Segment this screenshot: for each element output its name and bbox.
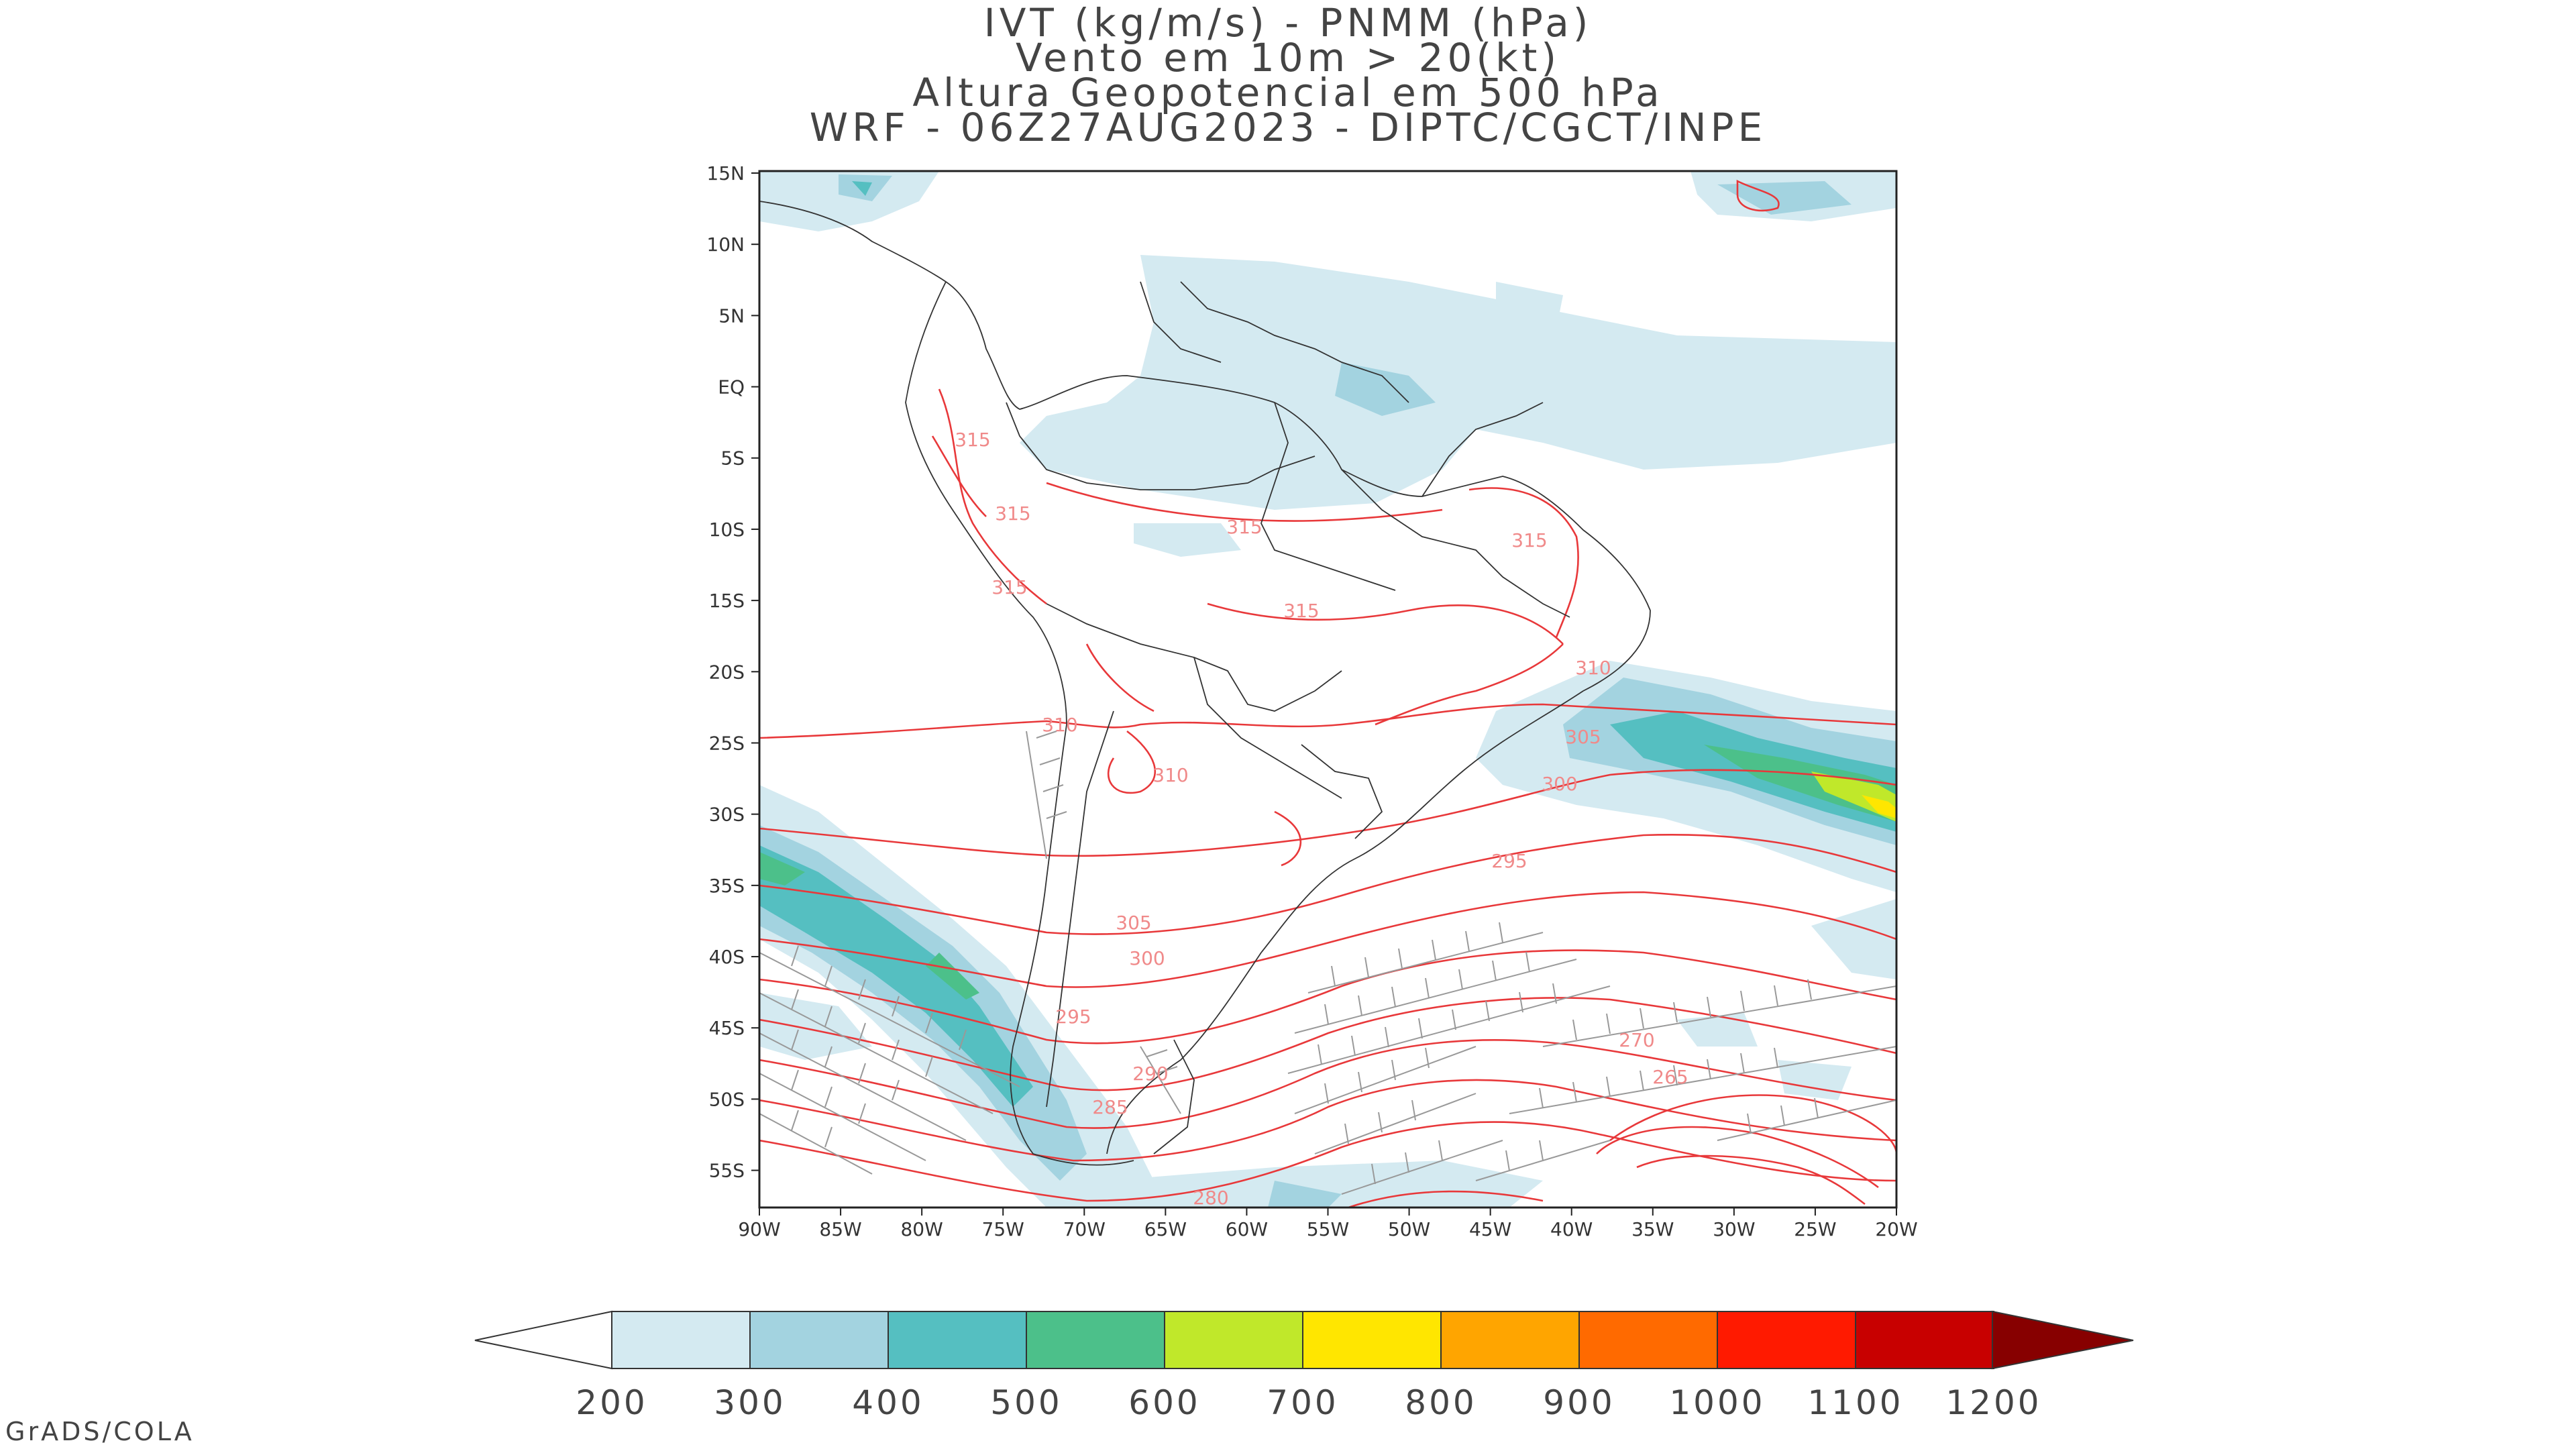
title-line-2: Vento em 10m > 20(kt)	[1015, 35, 1561, 80]
lon-tick-label: 75W	[982, 1218, 1024, 1240]
lat-tick-label: 55S	[709, 1160, 745, 1182]
colorbar-swatch	[1855, 1311, 1994, 1369]
lat-tick-label: 30S	[709, 804, 745, 826]
contour-label: 315	[995, 502, 1030, 525]
colorbar-swatch	[1026, 1311, 1165, 1369]
contour-labels: 315 315 315 315 315 315 310 310 310 305 …	[955, 429, 1688, 1209]
colorbar-swatch	[1578, 1311, 1718, 1369]
contour-label: 305	[1116, 912, 1151, 934]
lon-tick-label: 80W	[900, 1218, 943, 1240]
colorbar-label: 700	[1267, 1383, 1338, 1422]
lon-tick-label: 55W	[1307, 1218, 1349, 1240]
colorbar-swatch	[749, 1311, 889, 1369]
contour-label: 290	[1132, 1063, 1168, 1085]
contour-label: 315	[955, 429, 990, 451]
colorbar-label: 1100	[1807, 1383, 1903, 1422]
lon-tick-label: 50W	[1388, 1218, 1430, 1240]
lat-tick-label: 40S	[709, 946, 745, 968]
lat-tick-label: 10N	[706, 233, 745, 256]
colorbar-swatch	[611, 1311, 751, 1369]
lon-tick-label: 60W	[1226, 1218, 1268, 1240]
colorbar-label: 600	[1128, 1383, 1200, 1422]
lat-tick-label: 15S	[709, 590, 745, 612]
lat-tick-label: 10S	[709, 519, 745, 541]
lat-tick-label: 50S	[709, 1088, 745, 1110]
lon-tick-label: 65W	[1144, 1218, 1187, 1240]
contour-label: 300	[1129, 947, 1165, 969]
contour-label: 310	[1575, 657, 1611, 679]
lon-tick-label: 70W	[1063, 1218, 1106, 1240]
lon-tick-label: 90W	[738, 1218, 780, 1240]
contour-label: 315	[1226, 516, 1262, 538]
lat-tick-label: 15N	[706, 162, 745, 184]
title-line-1: IVT (kg/m/s) - PNMM (hPa)	[983, 0, 1593, 46]
latitude-axis: 15N 10N 5N EQ 5S 10S 15S 20S 25S 30S 35S 40S 45S 50S 5…	[706, 162, 759, 1182]
contour-label: 300	[1542, 773, 1577, 795]
lon-tick-label: 25W	[1794, 1218, 1836, 1240]
colorbar-under-triangle	[474, 1310, 612, 1370]
contour-label: 310	[1152, 764, 1188, 786]
colorbar-over-triangle	[1992, 1310, 2134, 1370]
colorbar-swatch	[888, 1311, 1027, 1369]
colorbar-swatch	[1302, 1311, 1442, 1369]
lat-tick-label: 20S	[709, 661, 745, 683]
map-plot-area: 315 315 315 315 315 315 310 310 310 305 …	[759, 171, 1896, 1209]
lat-tick-label: 35S	[709, 875, 745, 897]
colorbar-swatch	[1164, 1311, 1303, 1369]
colorbar-swatch	[1440, 1311, 1580, 1369]
colorbar-label: 800	[1405, 1383, 1477, 1422]
contour-label: 315	[991, 576, 1027, 598]
geopotential-contours	[759, 179, 1896, 1208]
lat-tick-label: 25S	[709, 732, 745, 754]
lon-tick-label: 20W	[1875, 1218, 1917, 1240]
lat-tick-label: 45S	[709, 1017, 745, 1039]
title-line-4: WRF - 06Z27AUG2023 - DIPTC/CGCT/INPE	[809, 105, 1767, 150]
lon-tick-label: 40W	[1550, 1218, 1593, 1240]
contour-label: 280	[1193, 1187, 1228, 1209]
footer-credit: GrADS/COLA	[5, 1417, 195, 1446]
lat-tick-label: 5N	[718, 305, 745, 327]
contour-label: 295	[1491, 850, 1527, 872]
colorbar-swatch	[1717, 1311, 1856, 1369]
contour-label: 305	[1565, 726, 1601, 748]
chart-title: IVT (kg/m/s) - PNMM (hPa) Vento em 10m >…	[0, 0, 2576, 150]
colorbar-label: 300	[714, 1383, 786, 1422]
lon-tick-label: 85W	[819, 1218, 861, 1240]
wind-barbs	[759, 731, 1896, 1195]
contour-label: 315	[1283, 600, 1319, 622]
lon-tick-label: 35W	[1631, 1218, 1674, 1240]
colorbar-label: 400	[852, 1383, 924, 1422]
contour-label: 315	[1511, 529, 1547, 551]
colorbar-label: 900	[1543, 1383, 1615, 1422]
lon-tick-label: 30W	[1713, 1218, 1755, 1240]
lon-tick-label: 45W	[1469, 1218, 1511, 1240]
colorbar-label: 500	[990, 1383, 1062, 1422]
colorbar-label: 1200	[1945, 1383, 2041, 1422]
lat-tick-label: EQ	[718, 376, 745, 398]
colorbar-label: 200	[576, 1383, 647, 1422]
longitude-axis: 90W 85W 80W 75W 70W 65W 60W 55W 50W 45W 40W 35W 30W 2…	[738, 1208, 1918, 1240]
colorbar: 200 300 400 500 600 700 800 900 1000 1100 1200	[474, 1310, 2134, 1422]
ivt-shading	[759, 171, 1896, 1208]
contour-label: 265	[1652, 1066, 1688, 1088]
contour-label: 270	[1619, 1029, 1654, 1051]
country-borders	[759, 201, 1651, 1166]
lat-tick-label: 5S	[720, 447, 745, 470]
colorbar-label: 1000	[1669, 1383, 1765, 1422]
contour-label: 310	[1042, 714, 1077, 736]
title-line-3: Altura Geopotencial em 500 hPa	[912, 70, 1664, 115]
contour-label: 295	[1055, 1006, 1091, 1028]
contour-label: 285	[1092, 1096, 1128, 1118]
